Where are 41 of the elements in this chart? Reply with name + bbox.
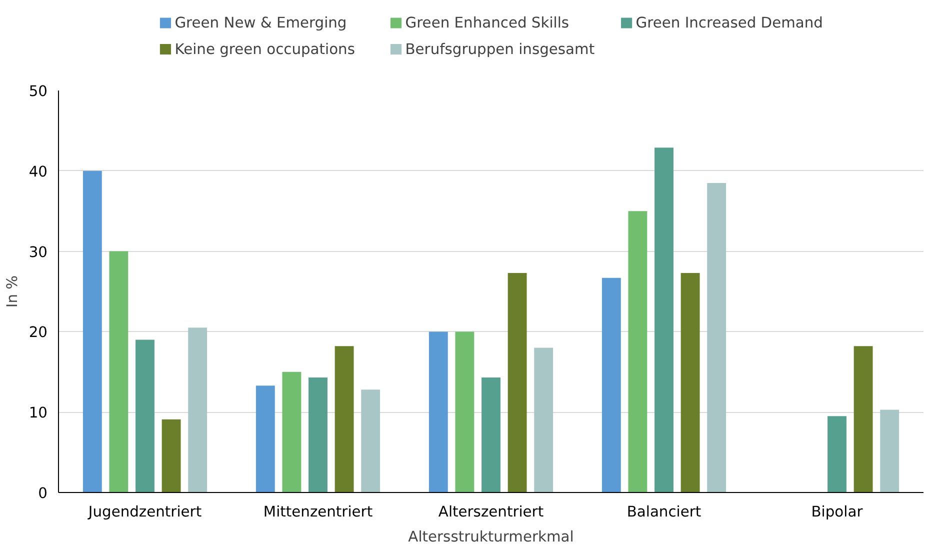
legend-label: Keine green occupations [174, 40, 355, 58]
x-tick-label: Jugendzentriert [87, 504, 202, 520]
bar [482, 378, 500, 492]
bar [361, 390, 380, 492]
y-tick-label: 30 [28, 244, 48, 261]
x-tick-label: Alterszentriert [438, 504, 544, 520]
legend-label: Green New & Emerging [174, 14, 347, 32]
bar [534, 348, 554, 492]
bar [707, 182, 726, 492]
y-tick-label: 0 [38, 485, 48, 502]
bar [282, 372, 302, 492]
bar [334, 346, 354, 492]
bar [188, 328, 208, 492]
y-axis-title: In % [4, 275, 21, 308]
bar [628, 211, 648, 492]
y-tick-label: 40 [28, 163, 48, 180]
bar [82, 170, 102, 492]
bar [654, 148, 674, 492]
bar [136, 340, 154, 492]
x-tick-label: Bipolar [811, 504, 864, 520]
x-tick-label: Balanciert [626, 504, 702, 520]
legend-label: Berufsgruppen insgesamt [405, 40, 595, 58]
x-axis-title: Altersstrukturmerkmal [408, 528, 574, 546]
legend-label: Green Increased Demand [636, 14, 823, 32]
bar [602, 278, 621, 492]
bar [680, 273, 700, 492]
y-tick-label: 20 [28, 324, 48, 342]
y-tick-label: 50 [28, 83, 48, 100]
bar [256, 386, 275, 492]
bar [109, 251, 128, 492]
bar [854, 346, 873, 492]
x-tick-label: Mittenzentriert [263, 504, 373, 520]
legend-label: Green Enhanced Skills [405, 14, 570, 32]
bar [828, 416, 846, 492]
bar [880, 410, 900, 492]
bar [162, 419, 181, 492]
bar [428, 332, 448, 492]
bar [455, 332, 474, 492]
bar [508, 273, 527, 492]
bar [308, 378, 328, 492]
y-tick-label: 10 [28, 404, 48, 422]
